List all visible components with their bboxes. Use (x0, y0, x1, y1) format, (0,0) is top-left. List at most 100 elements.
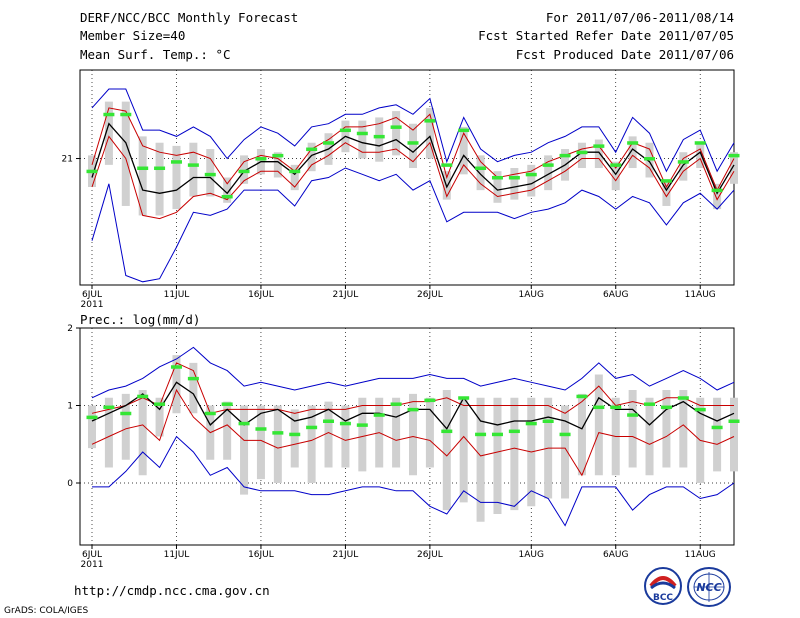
spread-box (155, 142, 164, 216)
median-marker (677, 396, 689, 400)
spread-box (138, 390, 147, 476)
median-marker (170, 365, 182, 369)
grads-credit: GrADS: COLA/IGES (4, 606, 89, 616)
x-tick-label: 1AUG (519, 550, 544, 560)
median-marker (711, 188, 723, 193)
median-marker (323, 141, 335, 145)
median-marker (559, 153, 571, 158)
spread-box (155, 397, 164, 437)
median-marker (694, 141, 706, 145)
spread-box (527, 164, 536, 197)
median-marker (339, 128, 351, 133)
median-marker (407, 407, 419, 412)
x-tick-label: 6JUL (82, 290, 102, 300)
median-marker (86, 169, 98, 174)
precip-label: Prec.: log(mm/d) (80, 312, 201, 327)
spread-box (307, 142, 316, 172)
spread-box (594, 374, 603, 476)
ensemble-min-line (91, 167, 735, 283)
spread-box (138, 136, 147, 216)
median-marker (187, 163, 199, 167)
y-tick-label: 1 (67, 402, 73, 412)
spread-box (713, 397, 722, 472)
x-tick-label: 11JUL (164, 550, 190, 560)
median-marker (694, 407, 706, 412)
x-year-label: 2011 (81, 300, 104, 310)
median-marker (306, 147, 318, 152)
spread-box (662, 390, 671, 468)
x-tick-label: 21JUL (333, 550, 359, 560)
lower-quantile-line (91, 135, 735, 220)
spread-box (696, 142, 705, 169)
spread-box (611, 161, 620, 191)
spread-box (476, 155, 485, 191)
x-tick-label: 26JUL (417, 290, 443, 300)
upper-quantile-line (91, 362, 734, 414)
median-marker (238, 421, 250, 426)
median-marker (272, 153, 284, 158)
median-marker (610, 405, 622, 410)
spread-box (240, 155, 249, 184)
median-marker (559, 432, 571, 437)
median-marker (221, 194, 233, 199)
median-marker (508, 176, 520, 180)
median-marker (576, 394, 588, 399)
bcc-logo-text: BCC (653, 593, 673, 603)
median-marker (238, 169, 250, 174)
median-marker (424, 119, 436, 123)
spread-box (104, 101, 113, 165)
median-marker (525, 172, 537, 177)
spread-box (493, 397, 502, 514)
spread-box (189, 362, 198, 414)
spread-box (409, 393, 417, 476)
spread-box (223, 177, 232, 203)
median-marker (339, 421, 351, 426)
x-tick-label: 6AUG (603, 290, 628, 300)
ensemble-max-line (91, 88, 735, 173)
median-marker (660, 179, 672, 183)
forecast-period: For 2011/07/06-2011/08/14 (545, 10, 734, 25)
median-marker (728, 153, 740, 158)
median-marker (373, 413, 385, 417)
median-marker (610, 163, 622, 167)
spread-box (392, 111, 401, 156)
median-marker (221, 402, 233, 406)
median-marker (120, 411, 132, 416)
spread-box (358, 397, 367, 472)
median-marker (458, 128, 470, 133)
spread-box (561, 405, 570, 499)
median-marker (103, 405, 115, 410)
spread-box (493, 171, 502, 203)
spread-box (121, 101, 130, 206)
median-marker (627, 141, 639, 145)
spread-box (628, 136, 637, 169)
spread-box (206, 149, 215, 197)
x-tick-label: 16JUL (248, 550, 274, 560)
spread-box (172, 355, 181, 414)
ncc-logo: NCC (687, 567, 731, 607)
spread-box (392, 397, 401, 468)
spread-box (628, 390, 637, 468)
spread-box (459, 397, 468, 503)
source-url[interactable]: http://cmdp.ncc.cma.gov.cn (74, 583, 270, 598)
spread-box (510, 397, 519, 511)
median-marker (272, 431, 284, 435)
median-marker (86, 415, 98, 420)
median-marker (491, 432, 503, 437)
median-marker (103, 112, 115, 117)
median-marker (644, 402, 656, 406)
x-tick-label: 11AUG (685, 550, 716, 560)
spread-box (240, 405, 249, 495)
spread-box (358, 120, 367, 159)
median-marker (137, 166, 149, 171)
forecast-produced: Fcst Produced Date 2011/07/06 (515, 47, 734, 62)
median-marker (255, 427, 267, 431)
median-marker (542, 163, 554, 167)
median-marker (154, 402, 166, 406)
spread-box (324, 401, 333, 468)
median-marker (356, 131, 368, 136)
median-marker (323, 419, 335, 423)
median-marker (660, 405, 672, 410)
median-marker (627, 413, 639, 417)
